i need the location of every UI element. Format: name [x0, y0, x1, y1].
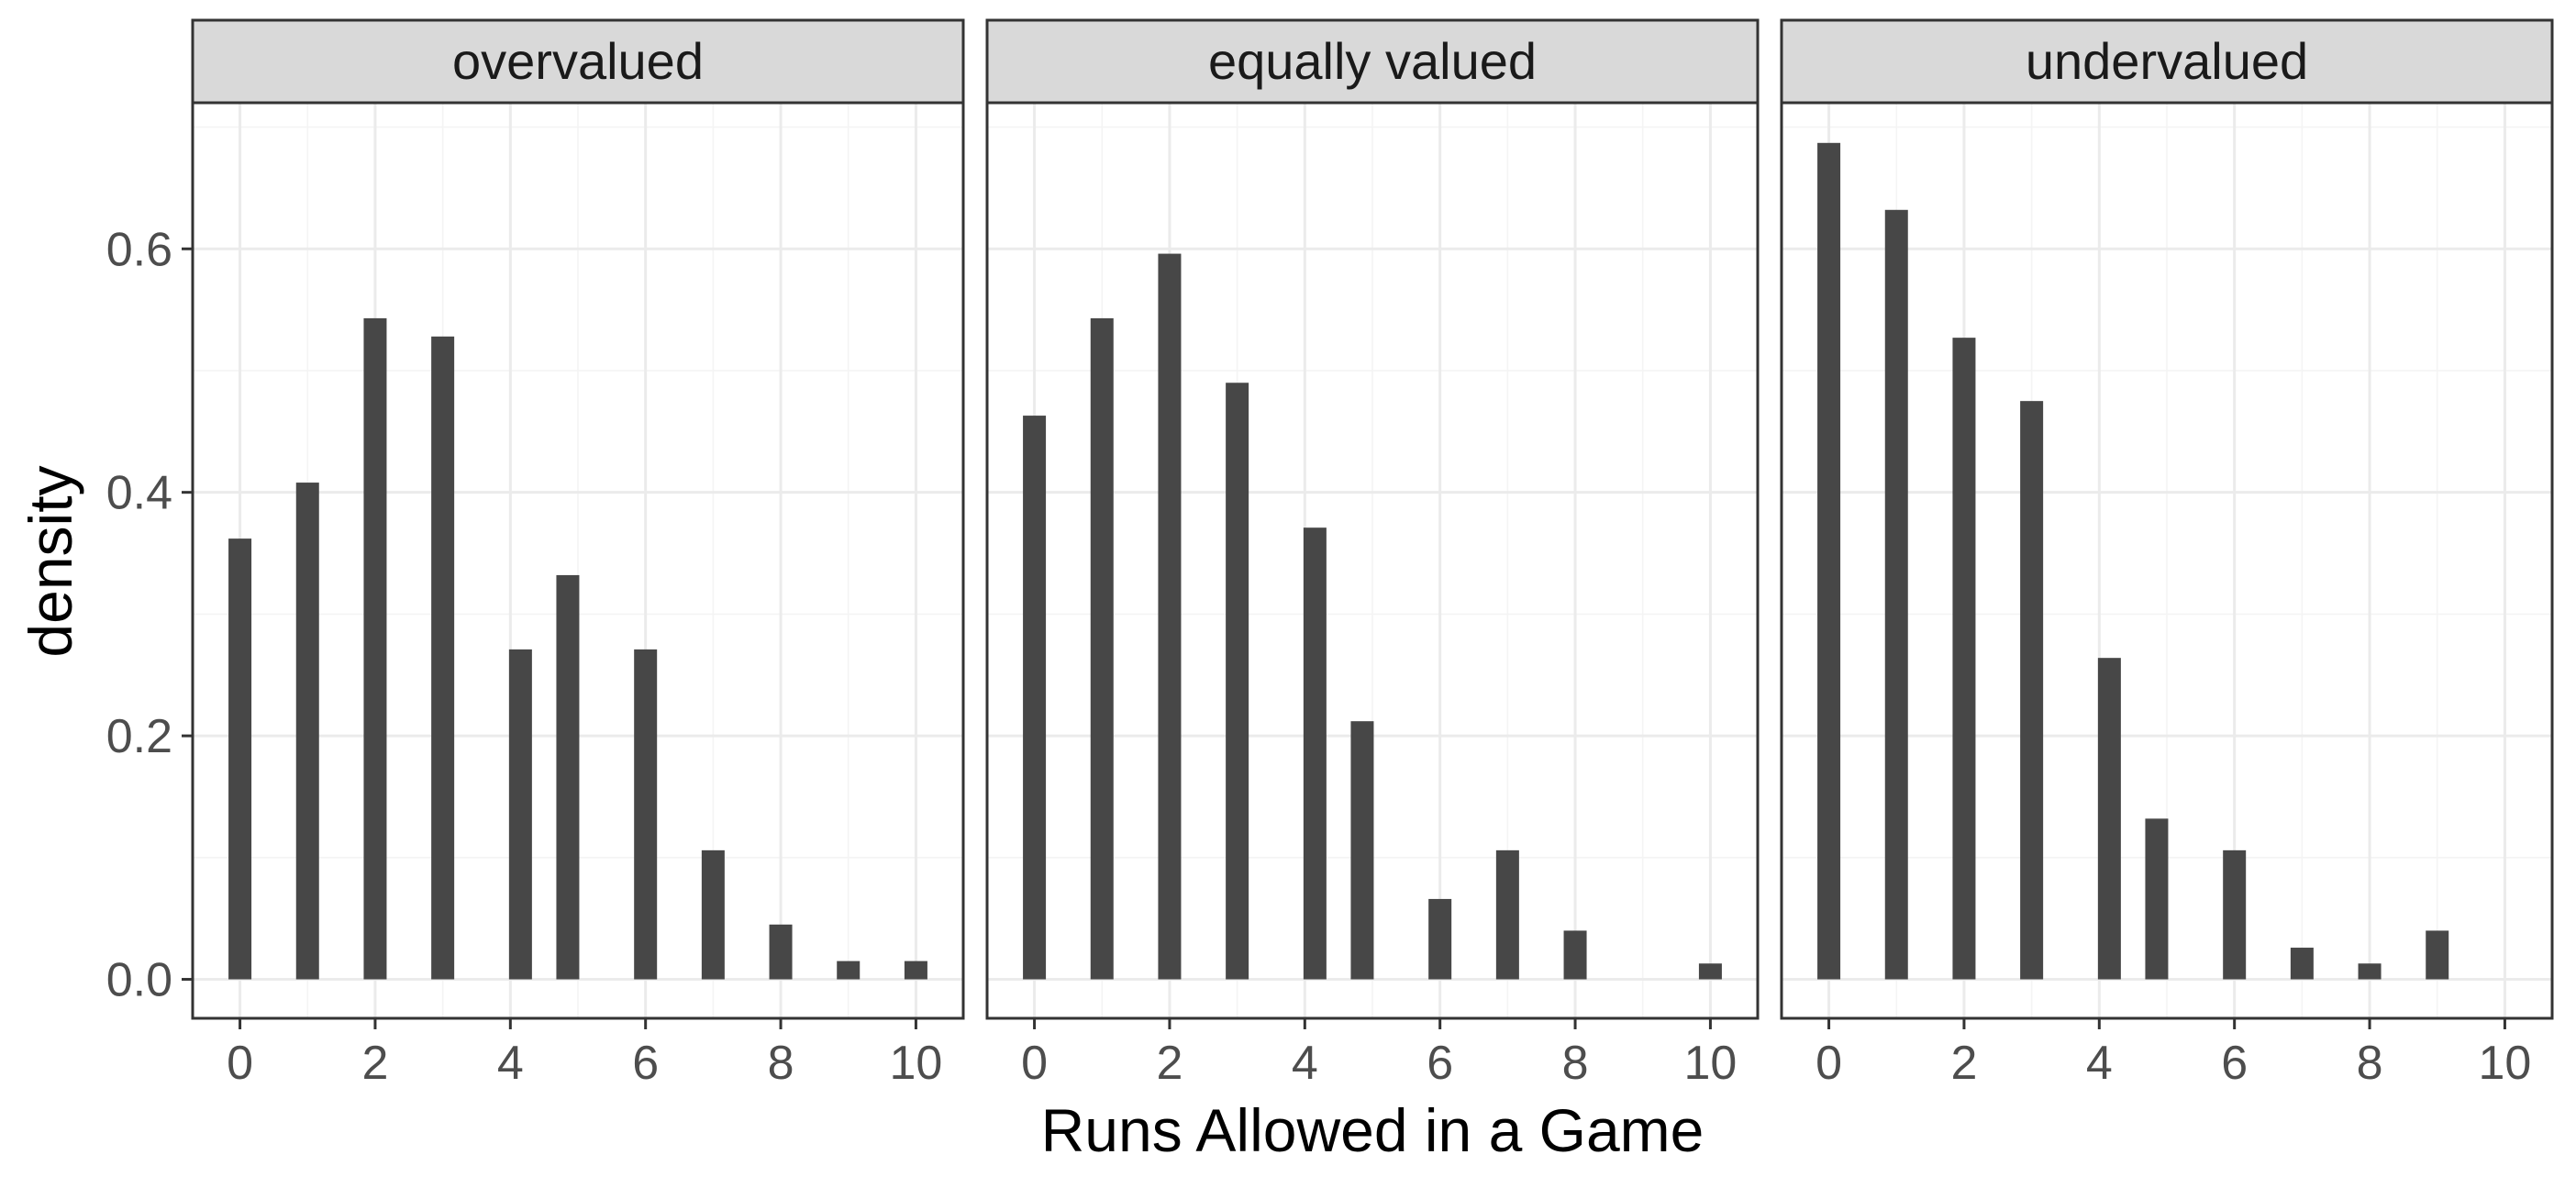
bar	[837, 960, 861, 980]
bar	[1884, 209, 1908, 980]
x-tick-label: 6	[632, 1037, 659, 1090]
bar	[295, 483, 319, 980]
x-tick-label: 2	[1950, 1037, 1977, 1090]
x-tick-label: 4	[1292, 1037, 1318, 1090]
facet-panel: overvalued 0 2 4 6 8 10	[191, 18, 965, 1090]
x-tick-label: 8	[1562, 1037, 1589, 1090]
y-tick-label: 0.2	[106, 710, 172, 763]
facet-strip-label: overvalued	[452, 32, 704, 90]
bar	[2020, 401, 2044, 980]
x-tick-label: 10	[1683, 1037, 1737, 1090]
y-tick-label: 0.4	[106, 467, 172, 520]
bar	[2097, 658, 2121, 980]
bar	[1090, 317, 1114, 980]
bar	[363, 317, 387, 980]
bar	[1495, 849, 1519, 980]
bar	[1563, 930, 1587, 980]
facet-strip	[985, 18, 1760, 105]
bar	[508, 649, 532, 980]
bar	[634, 649, 658, 980]
bar	[1023, 416, 1047, 980]
facet-strip-label: undervalued	[2026, 32, 2308, 90]
y-tick-label: 0.6	[106, 223, 172, 276]
bar	[1952, 338, 1976, 980]
bar	[2145, 818, 2169, 980]
x-tick-label: 10	[889, 1037, 942, 1090]
facet-panel: undervalued 0 2 4 6 8 10	[1780, 18, 2554, 1090]
bar	[1226, 383, 1249, 980]
x-tick-label: 2	[1156, 1037, 1183, 1090]
facet-strip	[1780, 18, 2554, 105]
bar	[1303, 527, 1327, 980]
bar	[556, 574, 580, 980]
y-axis: 0.0 0.2 0.4 0.6	[106, 223, 193, 1007]
bar	[1350, 721, 1374, 980]
bar	[228, 538, 252, 980]
facet-panel: equally valued 0 2 4 6 8 10	[985, 18, 1760, 1090]
bar	[701, 849, 725, 980]
bar	[1428, 898, 1452, 980]
bar	[1698, 963, 1722, 980]
y-axis-title: density	[17, 465, 84, 657]
x-tick-label: 0	[1815, 1037, 1842, 1090]
x-tick-label: 6	[2221, 1037, 2248, 1090]
bar	[431, 336, 455, 980]
x-tick-label: 4	[2086, 1037, 2113, 1090]
facet-strip-label: equally valued	[1208, 32, 1537, 90]
bar	[904, 960, 927, 980]
bar	[2223, 849, 2247, 980]
x-tick-label: 10	[2478, 1037, 2531, 1090]
x-tick-label: 0	[1021, 1037, 1048, 1090]
bar	[1158, 253, 1182, 980]
x-tick-label: 8	[768, 1037, 794, 1090]
x-tick-label: 4	[497, 1037, 524, 1090]
bar	[2358, 963, 2382, 980]
bar	[1817, 142, 1841, 980]
x-tick-label: 2	[361, 1037, 388, 1090]
y-tick-label: 0.0	[106, 954, 172, 1007]
x-tick-label: 0	[227, 1037, 253, 1090]
bar	[2290, 948, 2314, 980]
bar	[769, 924, 793, 980]
x-axis-title: Runs Allowed in a Game	[1041, 1096, 1704, 1164]
x-tick-label: 8	[2357, 1037, 2383, 1090]
bar	[2426, 930, 2449, 980]
x-tick-label: 6	[1427, 1037, 1453, 1090]
facet-strip	[191, 18, 965, 105]
